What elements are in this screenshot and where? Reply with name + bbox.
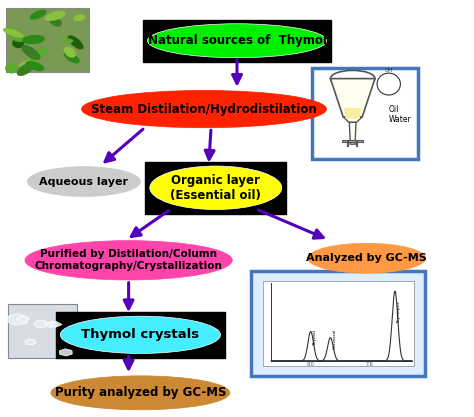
Ellipse shape <box>49 16 62 27</box>
Text: Thymopex: Thymopex <box>397 301 401 324</box>
Text: Aqueous layer: Aqueous layer <box>39 176 128 186</box>
FancyBboxPatch shape <box>143 20 331 62</box>
Ellipse shape <box>150 166 282 209</box>
Ellipse shape <box>27 167 140 196</box>
Text: Natural sources of  Thymol: Natural sources of Thymol <box>147 34 327 47</box>
Ellipse shape <box>147 24 327 58</box>
Ellipse shape <box>68 35 83 50</box>
Ellipse shape <box>30 47 49 61</box>
FancyBboxPatch shape <box>55 312 225 358</box>
Polygon shape <box>45 321 58 328</box>
Ellipse shape <box>21 45 40 60</box>
Text: Water: Water <box>389 115 411 124</box>
Text: Analyzed by GC-MS: Analyzed by GC-MS <box>306 253 427 263</box>
Ellipse shape <box>308 243 426 273</box>
Text: Organic layer
(Essential oil): Organic layer (Essential oil) <box>170 174 261 202</box>
Ellipse shape <box>5 63 18 73</box>
Ellipse shape <box>61 38 73 44</box>
FancyBboxPatch shape <box>263 281 414 366</box>
Polygon shape <box>344 108 361 119</box>
Ellipse shape <box>22 35 45 44</box>
Ellipse shape <box>45 11 65 21</box>
FancyBboxPatch shape <box>6 8 89 72</box>
Polygon shape <box>343 117 362 122</box>
Text: Thymol crystals: Thymol crystals <box>82 328 200 342</box>
Polygon shape <box>49 322 62 327</box>
Ellipse shape <box>26 61 45 71</box>
Text: 8.0: 8.0 <box>307 362 315 367</box>
Polygon shape <box>330 78 375 117</box>
Polygon shape <box>59 349 72 356</box>
Text: Thymol: Thymol <box>312 330 317 346</box>
Polygon shape <box>7 314 28 325</box>
Text: 7.6: 7.6 <box>366 362 374 367</box>
Polygon shape <box>34 320 49 327</box>
Ellipse shape <box>64 51 80 63</box>
FancyBboxPatch shape <box>312 68 419 159</box>
Ellipse shape <box>25 241 232 280</box>
Ellipse shape <box>3 28 24 38</box>
Ellipse shape <box>29 10 47 20</box>
FancyBboxPatch shape <box>145 162 286 214</box>
Polygon shape <box>349 122 356 144</box>
Polygon shape <box>17 316 29 322</box>
Ellipse shape <box>330 70 375 87</box>
Ellipse shape <box>12 38 24 48</box>
Ellipse shape <box>19 60 36 69</box>
Ellipse shape <box>17 63 34 76</box>
Text: Oil: Oil <box>389 105 399 114</box>
Ellipse shape <box>51 376 230 410</box>
FancyBboxPatch shape <box>251 271 426 376</box>
Text: Carvacrol: Carvacrol <box>332 329 336 349</box>
Ellipse shape <box>60 316 220 354</box>
Polygon shape <box>25 339 36 345</box>
Ellipse shape <box>5 27 24 42</box>
Text: Purity analyzed by GC-MS: Purity analyzed by GC-MS <box>55 386 226 399</box>
Text: OH: OH <box>384 68 393 73</box>
FancyBboxPatch shape <box>9 304 77 358</box>
Ellipse shape <box>64 46 76 58</box>
Text: Steam Distilation/Hydrodistilation: Steam Distilation/Hydrodistilation <box>91 103 317 116</box>
Text: Purified by Distilation/Column
Chromatography/Crystallization: Purified by Distilation/Column Chromatog… <box>35 249 223 271</box>
Ellipse shape <box>82 90 327 128</box>
Bar <box>342 140 363 142</box>
Ellipse shape <box>73 14 85 21</box>
